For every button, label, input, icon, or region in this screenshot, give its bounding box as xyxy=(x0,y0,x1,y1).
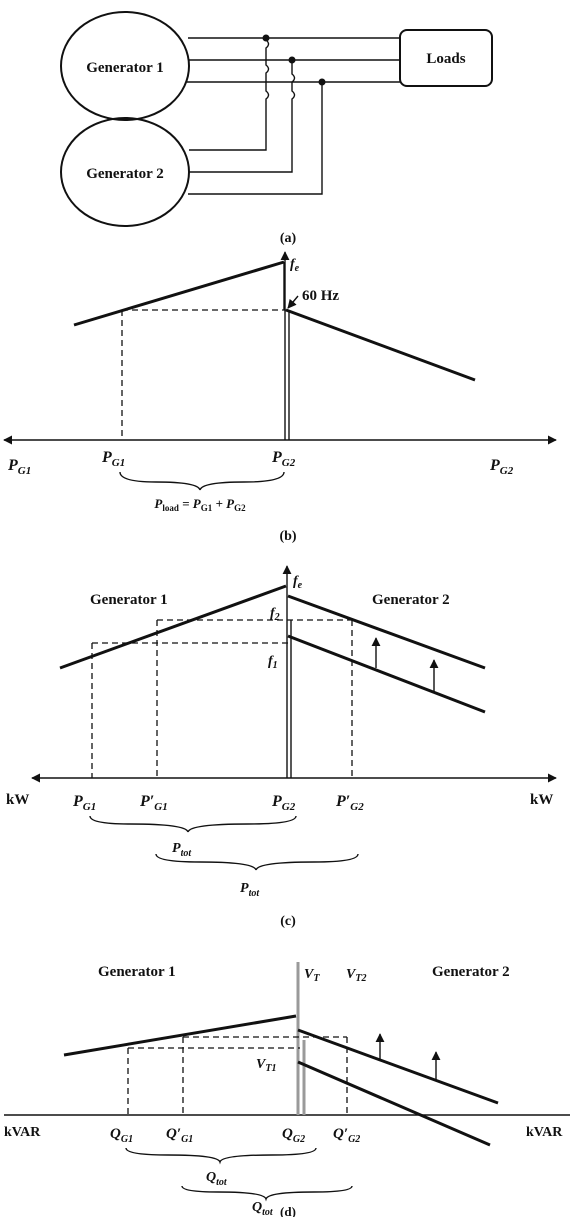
f1-label: f1 xyxy=(268,654,278,671)
ptot-label-2: Ptot xyxy=(240,881,260,899)
gen1-label-d: Generator 1 xyxy=(98,964,176,980)
generator-2-droop-line-old-d xyxy=(297,1060,491,1147)
f2-label: f2 xyxy=(270,606,280,623)
tick-pg2-c: PG2 xyxy=(271,793,296,813)
generator-1-droop-line xyxy=(73,260,285,327)
caption-d: (d) xyxy=(280,1204,296,1217)
ptot-brace-1 xyxy=(89,815,297,833)
qtot-label-2: Qtot xyxy=(252,1200,274,1217)
caption-b: (b) xyxy=(279,529,296,544)
tick-qg1-prime-d: Q′G1 xyxy=(166,1126,193,1145)
generator-2-droop-line-new xyxy=(287,594,486,670)
freq-60hz-label: 60 Hz xyxy=(302,288,339,304)
left-axis-label: PG1 xyxy=(7,457,31,477)
panel-d-voltage-reactive: Generator 1 Generator 2 VT VT2 VT1 kVAR … xyxy=(4,962,570,1217)
qtot-brace-1 xyxy=(125,1147,317,1165)
vt1-label: VT1 xyxy=(256,1057,276,1074)
vt2-label: VT2 xyxy=(346,967,366,984)
caption-c: (c) xyxy=(280,914,296,929)
tick-pg2: PG2 xyxy=(271,449,296,469)
tick-pg1-prime-c: P′G1 xyxy=(139,793,168,813)
generator-2-feed-lines xyxy=(188,34,326,195)
tick-qg2-prime-d: Q′G2 xyxy=(333,1126,360,1145)
load-brace xyxy=(119,471,285,491)
generator-2-droop-line xyxy=(285,308,476,382)
gen1-label-c: Generator 1 xyxy=(90,592,168,608)
ptot-label-1: Ptot xyxy=(172,841,192,859)
qtot-brace-2 xyxy=(181,1185,353,1202)
left-unit-c: kW xyxy=(6,792,29,808)
tick-pg1: PG1 xyxy=(101,449,125,469)
generator-1-droop-line-d xyxy=(63,1014,297,1057)
right-unit-c: kW xyxy=(530,792,553,808)
gen2-label-c: Generator 2 xyxy=(372,592,450,608)
freq-axis-label: fe xyxy=(290,257,300,274)
caption-a: (a) xyxy=(280,231,297,246)
tick-pg2-prime-c: P′G2 xyxy=(335,793,364,813)
generator-1-circle xyxy=(60,11,190,121)
generator-2-droop-line-new-d xyxy=(297,1028,499,1105)
right-axis-label: PG2 xyxy=(489,457,514,477)
right-unit-d: kVAR xyxy=(526,1125,563,1140)
freq-axis-label-c: fe xyxy=(293,574,303,591)
generator-2-label: Generator 2 xyxy=(86,166,164,182)
ptot-brace-2 xyxy=(155,853,359,871)
panel-b-frequency-power: fe 60 Hz PG1 PG2 PG1 PG2 Pload = PG1 + P… xyxy=(3,251,557,544)
vt-label: VT xyxy=(304,967,320,984)
load-equation: Pload = PG1 + PG2 xyxy=(154,496,246,513)
panel-c-frequency-power: Generator 1 Generator 2 fe f2 f1 kW kW P… xyxy=(6,565,557,929)
loads-label: Loads xyxy=(426,51,465,67)
generator-1-label: Generator 1 xyxy=(86,60,164,76)
gen2-label-d: Generator 2 xyxy=(432,964,510,980)
tick-qg1-d: QG1 xyxy=(110,1126,133,1145)
tick-pg1-c: PG1 xyxy=(72,793,96,813)
generator-2-droop-line-old xyxy=(287,634,486,714)
generator-1-droop-line-c xyxy=(59,584,287,670)
left-unit-d: kVAR xyxy=(4,1125,41,1140)
qtot-label-1: Qtot xyxy=(206,1170,228,1188)
loads-box xyxy=(399,29,493,87)
tick-qg2-d: QG2 xyxy=(282,1126,305,1145)
panel-a-circuit: Generator 1 Generator 2 Loads (a) xyxy=(60,11,493,246)
